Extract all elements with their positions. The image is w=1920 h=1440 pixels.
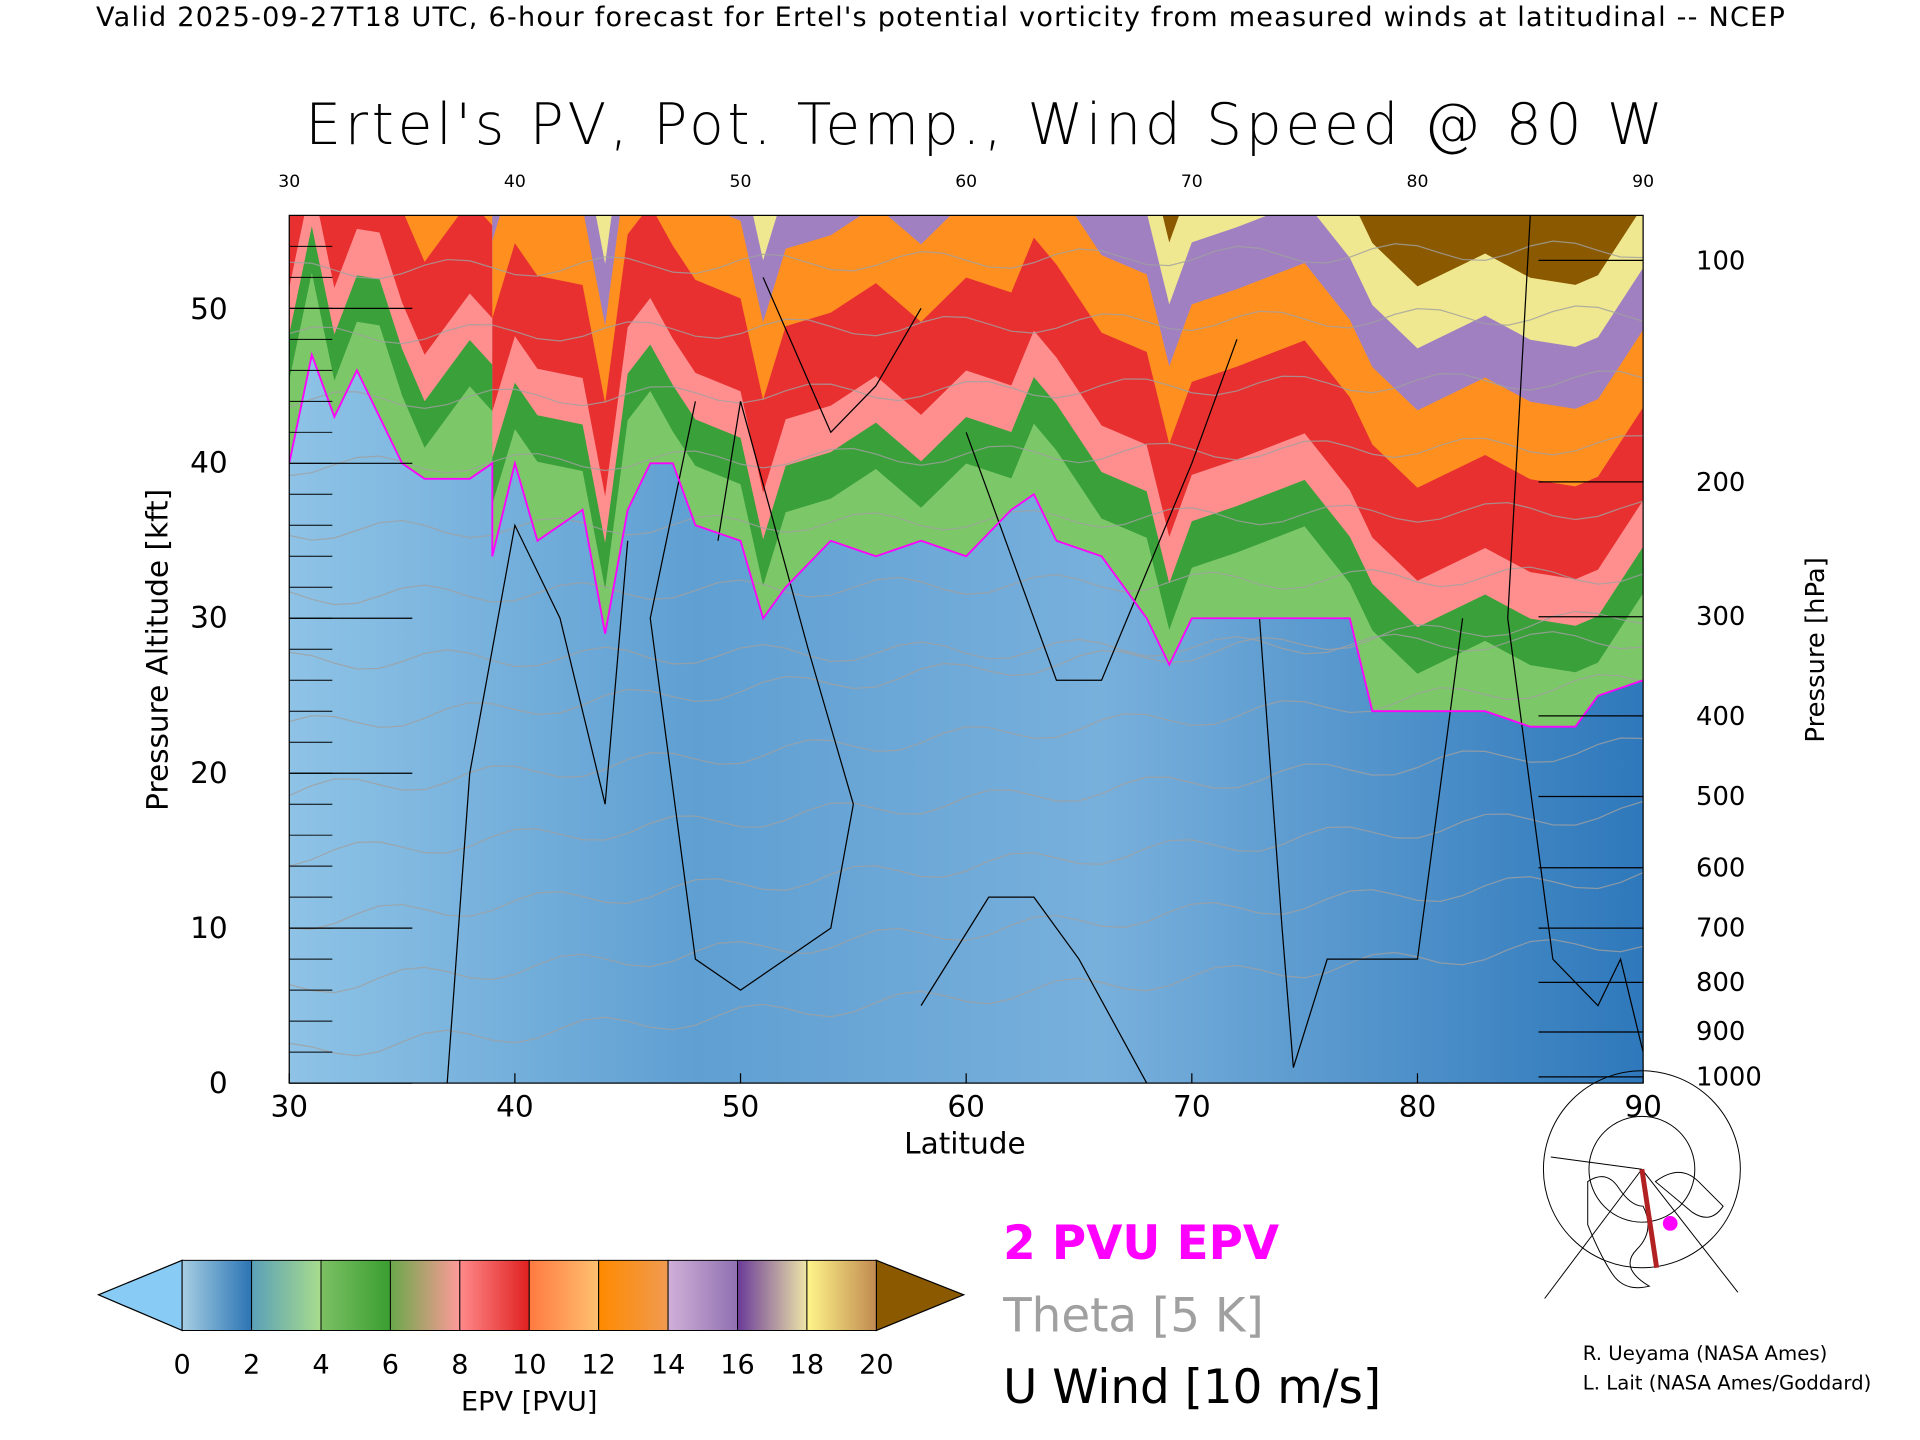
pv-band-darkgreen <box>289 215 1644 674</box>
y2-tick-label: 400 <box>1696 701 1746 731</box>
y-tick-label: 50 <box>190 291 228 326</box>
pv2-contour <box>289 351 1644 728</box>
colorbar-tick-label: 16 <box>720 1350 755 1381</box>
colorbar-segment <box>181 1259 253 1331</box>
wind-contour <box>965 339 1238 681</box>
wind-contour <box>762 277 922 434</box>
colorbar-tick-label: 2 <box>242 1350 261 1381</box>
y-tick-label: 20 <box>190 755 228 791</box>
x-top-tick-label: 30 <box>278 172 301 193</box>
x-tick-label: 80 <box>1398 1089 1437 1124</box>
colorbar-tick-label: 0 <box>173 1350 191 1381</box>
wind-contour <box>920 896 1148 1084</box>
theta-contour <box>289 800 1644 931</box>
colorbar-tick-label: 4 <box>312 1350 330 1381</box>
colorbar-segment <box>737 1259 808 1331</box>
valid-time-subtitle: Valid 2025-09-27T18 UTC, 6-hour forecast… <box>96 2 1787 34</box>
colorbar-tick-label: 10 <box>512 1350 547 1381</box>
colorbar-label: EPV [PVU] <box>461 1387 598 1418</box>
y-tick-label: 0 <box>208 1065 228 1101</box>
theta-contour <box>289 370 1644 410</box>
y-axis-label: Pressure Altitude [kft] <box>140 488 175 811</box>
y2-axis-label: Pressure [hPa] <box>1800 557 1831 743</box>
colorbar-segment <box>389 1259 461 1331</box>
theta-contour <box>289 871 1644 994</box>
x-top-tick-label: 70 <box>1180 172 1203 193</box>
credit-line: R. Ueyama (NASA Ames) <box>1582 1341 1828 1365</box>
x-tick-label: 50 <box>721 1089 760 1124</box>
y2-tick-label: 200 <box>1696 467 1746 497</box>
wind-contour <box>649 401 854 991</box>
colorbar-segment <box>251 1259 322 1331</box>
colorbar-tick-label: 18 <box>789 1350 825 1381</box>
colorbar-under-triangle <box>96 1259 183 1332</box>
y2-tick-label: 1000 <box>1696 1062 1762 1092</box>
colorbar-segment <box>598 1259 669 1331</box>
y2-tick-label: 700 <box>1696 913 1746 943</box>
legend-theta: Theta [5 K] <box>1003 1288 1264 1343</box>
pv-band-orange <box>404 215 1644 488</box>
colorbar-segment <box>528 1259 600 1331</box>
x-tick-label: 60 <box>947 1089 985 1124</box>
y-tick-label: 30 <box>190 601 228 636</box>
colorbar-segment <box>459 1259 530 1331</box>
x-tick-label: 70 <box>1173 1089 1211 1124</box>
theta-contour <box>289 737 1644 867</box>
colorbar-over-triangle <box>875 1259 966 1332</box>
legend-uwind: U Wind [10 m/s] <box>1003 1360 1382 1415</box>
legend-pv2: 2 PVU EPV <box>1003 1216 1280 1271</box>
x-tick-label: 90 <box>1624 1089 1662 1124</box>
pv-band-brown <box>1162 215 1637 287</box>
x-top-tick-label: 40 <box>503 172 526 193</box>
y2-tick-label: 600 <box>1696 852 1746 883</box>
theta-contour <box>289 566 1644 606</box>
theta-contour <box>289 305 1644 345</box>
x-axis-label: Latitude <box>904 1126 1026 1161</box>
wind-contour <box>446 523 629 1084</box>
colorbar-tick-label: 8 <box>451 1350 469 1381</box>
y2-tick-label: 300 <box>1696 601 1746 632</box>
colorbar-tick-label: 20 <box>859 1350 894 1381</box>
y-tick-label: 40 <box>190 446 228 481</box>
y-tick-label: 10 <box>190 910 228 946</box>
chart-title: Ertel's PV, Pot. Temp., Wind Speed @ 80 … <box>305 91 1667 158</box>
theta-contour <box>289 610 1644 728</box>
x-tick-label: 40 <box>496 1089 534 1124</box>
credit-line: L. Lait (NASA Ames/Goddard) <box>1582 1371 1872 1395</box>
theta-contour <box>289 630 1644 670</box>
colorbar-segment <box>806 1259 877 1331</box>
colorbar-tick-label: 6 <box>381 1350 400 1381</box>
x-top-tick-label: 60 <box>955 172 978 193</box>
colorbar-tick-label: 12 <box>581 1350 616 1381</box>
colorbar-segment <box>320 1259 391 1331</box>
wind-contour <box>1258 618 1464 1068</box>
x-top-tick-label: 90 <box>1632 172 1655 193</box>
y2-tick-label: 900 <box>1696 1017 1746 1047</box>
x-tick-label: 30 <box>270 1089 309 1124</box>
theta-contour <box>289 240 1644 280</box>
x-top-tick-label: 50 <box>729 172 752 193</box>
x-top-tick-label: 80 <box>1406 172 1429 193</box>
colorbar-segment <box>667 1259 738 1331</box>
y2-tick-label: 500 <box>1696 781 1746 812</box>
theta-contour <box>289 674 1644 797</box>
y2-tick-label: 800 <box>1696 967 1746 998</box>
colorbar-tick-label: 14 <box>650 1350 686 1381</box>
pv-band-green <box>289 257 1644 727</box>
theta-contour <box>289 435 1644 477</box>
y2-tick-label: 100 <box>1696 245 1746 276</box>
pv-band-red <box>289 215 1644 581</box>
